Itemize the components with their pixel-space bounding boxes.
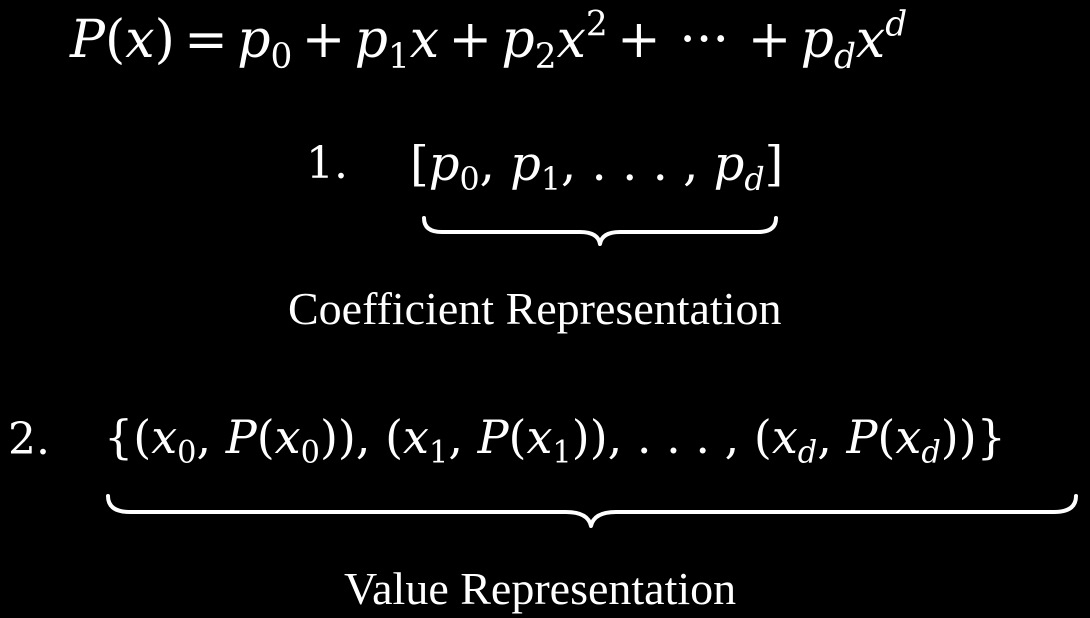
value-set: {(x0, P(x0)), (x1, P(x1)), . . . , (xd, … xyxy=(104,410,1006,471)
value-brace xyxy=(106,494,1078,528)
value-caption: Value Representation xyxy=(344,563,737,614)
polynomial-definition: P(x) = p0 + p1x + p2x2 + ··· + pdxd xyxy=(70,4,908,77)
representation-1-number: 1. xyxy=(306,138,348,189)
coefficient-vector: [p0, p1, . . . , pd] xyxy=(410,136,784,199)
equals-sign: = xyxy=(184,10,228,70)
representation-2-number: 2. xyxy=(8,414,50,465)
coefficient-brace xyxy=(422,216,778,246)
polynomial-lhs: P xyxy=(70,10,105,70)
ellipsis: ··· xyxy=(679,10,729,70)
coefficient-caption: Coefficient Representation xyxy=(288,283,782,334)
